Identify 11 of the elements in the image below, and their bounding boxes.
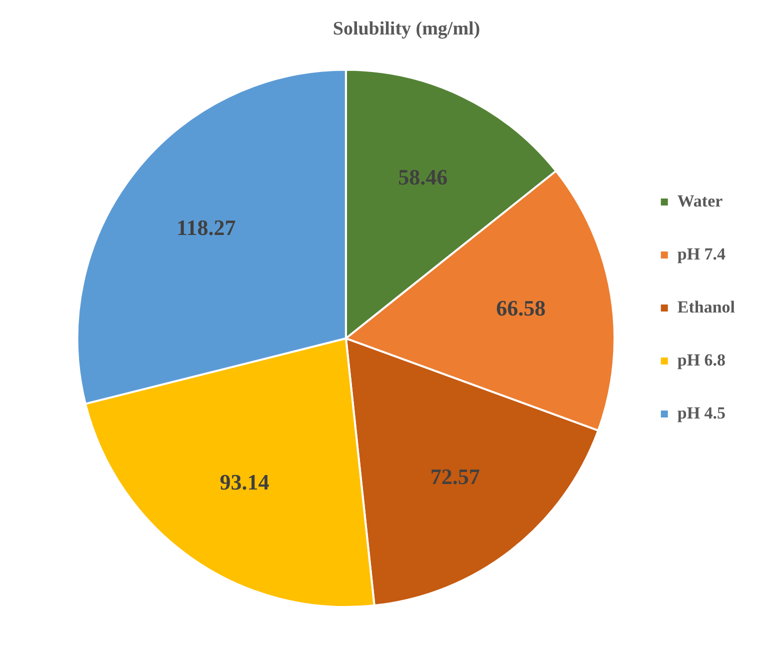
data-label: 93.14 bbox=[220, 469, 270, 494]
legend-label: Water bbox=[677, 191, 724, 210]
legend-label: Ethanol bbox=[677, 297, 736, 316]
data-label: 58.46 bbox=[398, 164, 448, 190]
data-label: 66.58 bbox=[496, 296, 546, 321]
data-label: 72.57 bbox=[430, 464, 480, 489]
legend-label: pH 7.4 bbox=[677, 244, 726, 264]
data-label: 118.27 bbox=[176, 215, 236, 240]
legend-label: pH 6.8 bbox=[677, 350, 726, 370]
legend-label: pH 4.5 bbox=[677, 403, 726, 422]
chart-title: Solubility (mg/ml) bbox=[332, 18, 480, 40]
